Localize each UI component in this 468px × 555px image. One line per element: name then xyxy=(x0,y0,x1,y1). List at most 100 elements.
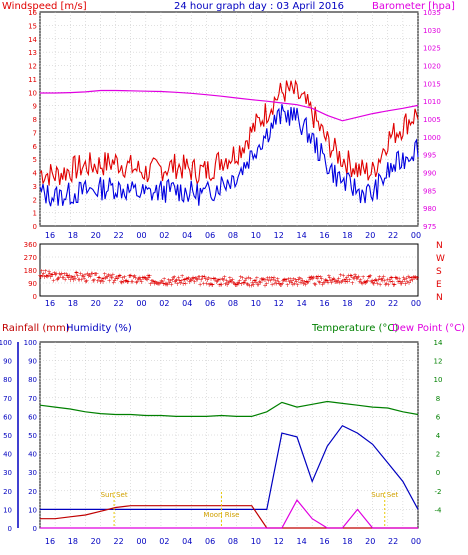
direction-point: + xyxy=(67,272,72,279)
wind-y-tick: 12 xyxy=(28,63,37,71)
direction-point: + xyxy=(69,274,74,281)
direction-point: + xyxy=(113,276,118,283)
wind-panel-x-tick: 16 xyxy=(319,231,329,240)
direction-point: + xyxy=(76,276,81,283)
direction-point: + xyxy=(229,278,234,285)
baro-y-tick: 1030 xyxy=(423,27,441,35)
temp-y-tick: 12 xyxy=(434,358,443,366)
direction-point: + xyxy=(291,276,296,283)
wind-y-tick: 7 xyxy=(33,129,37,137)
rainfall-series-line xyxy=(40,505,418,529)
direction-point: + xyxy=(222,274,227,281)
direction-panel-x-tick: 14 xyxy=(297,299,307,308)
direction-point: + xyxy=(378,282,383,289)
direction-point: + xyxy=(149,278,154,285)
temp-y-tick: -4 xyxy=(435,506,443,514)
direction-point: + xyxy=(110,272,115,279)
direction-point: + xyxy=(53,271,58,278)
direction-point: + xyxy=(140,275,145,282)
direction-point: + xyxy=(238,274,243,281)
direction-point: + xyxy=(309,274,314,281)
direction-point: + xyxy=(56,275,61,282)
wind-y-tick: 9 xyxy=(33,103,37,111)
direction-point: + xyxy=(109,274,114,281)
direction-point: + xyxy=(95,278,100,285)
direction-point: + xyxy=(82,272,87,279)
direction-point: + xyxy=(108,273,113,280)
direction-point: + xyxy=(99,278,104,285)
direction-point: + xyxy=(127,273,132,280)
direction-point: + xyxy=(368,273,373,280)
rain-panel-x-tick: 02 xyxy=(159,537,169,546)
direction-point: + xyxy=(314,274,319,281)
direction-point: + xyxy=(414,275,419,282)
direction-point: + xyxy=(352,275,357,282)
baro-y-tick: 985 xyxy=(423,187,436,195)
direction-point: + xyxy=(167,279,172,286)
humidity-y-tick: 60 xyxy=(28,413,37,421)
direction-point: + xyxy=(302,279,307,286)
direction-point: + xyxy=(369,278,374,285)
direction-point: + xyxy=(216,277,221,284)
direction-panel-x-tick: 16 xyxy=(45,299,55,308)
direction-point: + xyxy=(43,268,48,275)
direction-point: + xyxy=(296,276,301,283)
direction-point: + xyxy=(403,281,408,288)
humidity-y-tick: 30 xyxy=(28,469,37,477)
direction-point: + xyxy=(91,278,96,285)
direction-point: + xyxy=(217,282,222,289)
direction-point: + xyxy=(70,275,75,282)
annotation-label: Sun Set xyxy=(371,491,398,499)
direction-point: + xyxy=(338,272,343,279)
rain-panel-x-tick: 06 xyxy=(205,537,215,546)
direction-point: + xyxy=(180,273,185,280)
direction-point: + xyxy=(73,276,78,283)
humidity-y-tick: 100 xyxy=(24,339,37,347)
wind-panel-x-tick: 10 xyxy=(251,231,261,240)
direction-point: + xyxy=(210,282,215,289)
direction-point: + xyxy=(281,277,286,284)
direction-point: + xyxy=(207,282,212,289)
direction-point: + xyxy=(395,275,400,282)
direction-point: + xyxy=(236,281,241,288)
direction-point: + xyxy=(209,282,214,289)
wind-panel-x-tick: 04 xyxy=(182,231,192,240)
direction-point: + xyxy=(117,272,122,279)
direction-point: + xyxy=(122,274,127,281)
direction-point: + xyxy=(188,277,193,284)
wind-panel-x-tick: 00 xyxy=(411,231,421,240)
direction-point: + xyxy=(125,279,130,286)
direction-point: + xyxy=(239,281,244,288)
direction-point: + xyxy=(127,273,132,280)
direction-point: + xyxy=(199,274,204,281)
direction-point: + xyxy=(58,272,63,279)
direction-point: + xyxy=(78,270,83,277)
direction-point: + xyxy=(65,273,70,280)
dewpoint-axis-label: Dew Point (°C) xyxy=(392,323,465,334)
direction-point: + xyxy=(71,277,76,284)
direction-point: + xyxy=(192,279,197,286)
direction-point: + xyxy=(318,274,323,281)
direction-point: + xyxy=(393,275,398,282)
direction-panel-x-tick: 20 xyxy=(91,299,101,308)
direction-point: + xyxy=(396,279,401,286)
direction-point: + xyxy=(344,275,349,282)
direction-point: + xyxy=(64,273,69,280)
wind-panel-x-tick: 08 xyxy=(228,231,238,240)
direction-point: + xyxy=(37,273,42,280)
direction-point: + xyxy=(350,280,355,287)
direction-point: + xyxy=(310,276,315,283)
direction-point: + xyxy=(269,275,274,282)
direction-point: + xyxy=(337,280,342,287)
rain-y-tick: 100 xyxy=(0,339,12,347)
direction-panel-x-tick: 04 xyxy=(182,299,192,308)
direction-point: + xyxy=(250,279,255,286)
baro-y-tick: 980 xyxy=(423,205,436,213)
direction-point: + xyxy=(111,279,116,286)
direction-point: + xyxy=(151,279,156,286)
direction-point: + xyxy=(362,279,367,286)
direction-point: + xyxy=(256,281,261,288)
direction-point: + xyxy=(343,279,348,286)
wind-y-tick: 16 xyxy=(28,9,37,17)
rainfall-axis-label: Rainfall (mm) xyxy=(2,323,70,334)
